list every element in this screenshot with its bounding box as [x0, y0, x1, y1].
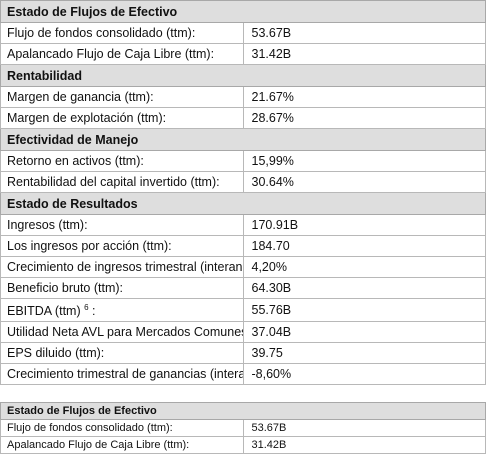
section-header-row: Rentabilidad: [0, 64, 486, 87]
row-label: Apalancado Flujo de Caja Libre (ttm):: [7, 439, 190, 451]
data-row: Utilidad Neta AVL para Mercados Comunes …: [0, 321, 486, 343]
data-row: Ingresos (ttm): 170.91B: [0, 214, 486, 236]
row-value: 28.67%: [242, 107, 486, 129]
row-label-cell: Apalancado Flujo de Caja Libre (ttm):: [0, 436, 244, 454]
row-label: Flujo de fondos consolidado (ttm):: [7, 26, 196, 40]
row-label: Margen de ganancia (ttm):: [7, 90, 154, 104]
data-row: EBITDA (ttm) 6 :55.76B: [0, 298, 486, 322]
row-label: Rentabilidad del capital invertido (ttm)…: [7, 175, 220, 189]
row-value: 30.64%: [242, 171, 486, 193]
data-row: Crecimiento trimestral de ganancias (int…: [0, 363, 486, 385]
row-label-cell: EBITDA (ttm) 6 :: [0, 298, 244, 322]
row-value: 53.67B: [242, 22, 486, 44]
section-header-row: Estado de Resultados: [0, 192, 486, 215]
data-table: Estado de Flujos de Efectivo Flujo de fon…: [0, 0, 486, 385]
table-body: Estado de Flujos de Efectivo Flujo de fon…: [0, 0, 486, 385]
row-label-cell: Apalancado Flujo de Caja Libre (ttm):: [0, 43, 244, 65]
section-title: Estado de Flujos de Efectivo: [0, 402, 486, 420]
row-label-cell: Crecimiento trimestral de ganancias (int…: [0, 363, 244, 385]
row-value: 21.67%: [242, 86, 486, 108]
data-row: Beneficio bruto (ttm): 64.30B: [0, 277, 486, 299]
footnote-ref: 6: [84, 302, 89, 312]
data-table: Estado de Flujos de Efectivo Flujo de fon…: [0, 402, 486, 454]
section-title: Efectividad de Manejo: [0, 128, 486, 151]
section-header-row: Estado de Flujos de Efectivo: [0, 402, 486, 420]
data-row: Apalancado Flujo de Caja Libre (ttm): 31.…: [0, 43, 486, 65]
row-label: Ingresos (ttm):: [7, 218, 88, 232]
row-value: 170.91B: [242, 214, 486, 236]
table-body: Estado de Flujos de Efectivo Flujo de fon…: [0, 402, 486, 454]
row-label-cell: Ingresos (ttm):: [0, 214, 244, 236]
row-value: -8,60%: [242, 363, 486, 385]
data-row: EPS diluido (ttm): 39.75: [0, 342, 486, 364]
row-label: Utilidad Neta AVL para Mercados Comunes …: [7, 325, 243, 339]
row-label: Crecimiento trimestral de ganancias (int…: [7, 367, 242, 381]
section-title: Estado de Resultados: [0, 192, 486, 215]
row-label-cell: Los ingresos por acción (ttm):: [0, 235, 244, 257]
row-label-cell: Margen de explotación (ttm):: [0, 107, 244, 129]
data-row: Apalancado Flujo de Caja Libre (ttm): 31.…: [0, 436, 486, 454]
row-label-cell: Crecimiento de ingresos trimestral (inte…: [0, 256, 244, 278]
data-row: Retorno en activos (ttm): 15,99%: [0, 150, 486, 172]
row-value: 39.75: [242, 342, 486, 364]
row-value: 184.70: [242, 235, 486, 257]
row-label: EBITDA (ttm): [7, 303, 81, 318]
section-header-row: Efectividad de Manejo: [0, 128, 486, 151]
row-label-cell: Margen de ganancia (ttm):: [0, 86, 244, 108]
row-label-cell: Rentabilidad del capital invertido (ttm)…: [0, 171, 244, 193]
data-row: Rentabilidad del capital invertido (ttm)…: [0, 171, 486, 193]
row-value: 55.76B: [242, 298, 486, 322]
row-label-cell: Retorno en activos (ttm):: [0, 150, 244, 172]
row-value: 37.04B: [242, 321, 486, 343]
row-label: Apalancado Flujo de Caja Libre (ttm):: [7, 47, 215, 61]
section-header-row: Estado de Flujos de Efectivo: [0, 0, 486, 23]
row-label: Los ingresos por acción (ttm):: [7, 239, 172, 253]
row-label: Margen de explotación (ttm):: [7, 111, 167, 125]
section-title: Estado de Flujos de Efectivo: [0, 0, 486, 23]
row-label-cell: Flujo de fondos consolidado (ttm):: [0, 22, 244, 44]
row-label-cell: Beneficio bruto (ttm):: [0, 277, 244, 299]
row-value: 4,20%: [242, 256, 486, 278]
data-row: Margen de explotación (ttm): 28.67%: [0, 107, 486, 129]
row-value: 15,99%: [242, 150, 486, 172]
section-title: Rentabilidad: [0, 64, 486, 87]
row-label-cell: EPS diluido (ttm):: [0, 342, 244, 364]
data-row: Crecimiento de ingresos trimestral (inte…: [0, 256, 486, 278]
row-label: Flujo de fondos consolidado (ttm):: [7, 422, 173, 434]
row-label-cell: Utilidad Neta AVL para Mercados Comunes …: [0, 321, 244, 343]
label-suffix: :: [92, 303, 96, 318]
data-row: Flujo de fondos consolidado (ttm): 53.67B: [0, 419, 486, 437]
data-row: Flujo de fondos consolidado (ttm): 53.67B: [0, 22, 486, 44]
row-label: Crecimiento de ingresos trimestral (inte…: [7, 260, 243, 274]
row-value: 53.67B: [242, 419, 486, 437]
row-value: 64.30B: [242, 277, 486, 299]
row-label: Retorno en activos (ttm):: [7, 154, 144, 168]
row-value: 31.42B: [242, 436, 486, 454]
data-row: Los ingresos por acción (ttm): 184.70: [0, 235, 486, 257]
row-label: Beneficio bruto (ttm):: [7, 281, 124, 295]
data-row: Margen de ganancia (ttm): 21.67%: [0, 86, 486, 108]
row-label: EPS diluido (ttm):: [7, 346, 105, 360]
row-value: 31.42B: [242, 43, 486, 65]
row-label-cell: Flujo de fondos consolidado (ttm):: [0, 419, 244, 437]
